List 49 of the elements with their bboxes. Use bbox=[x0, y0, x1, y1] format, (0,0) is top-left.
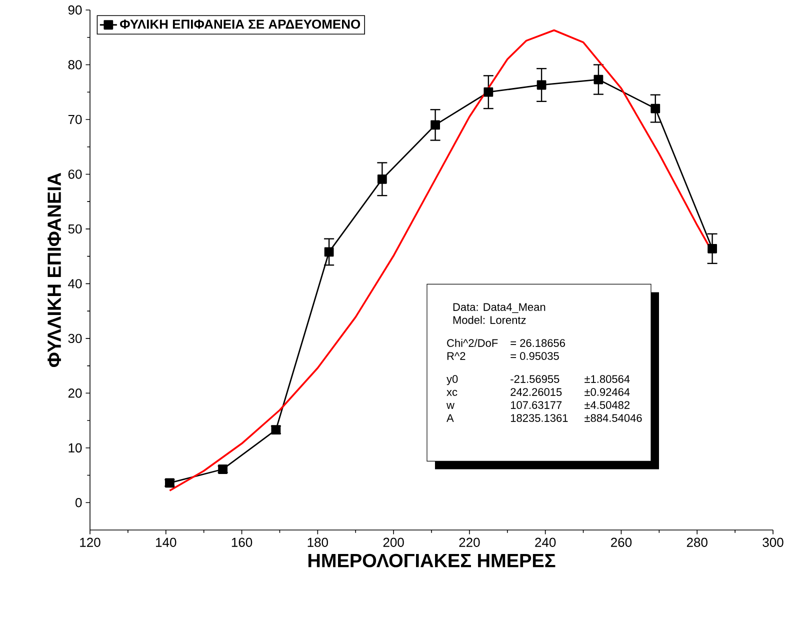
x-tick-label: 240 bbox=[535, 538, 556, 547]
x-tick-label: 120 bbox=[80, 538, 100, 547]
y-tick-label: 50 bbox=[68, 224, 82, 234]
point bbox=[594, 74, 604, 84]
y-tick-label: 70 bbox=[68, 114, 82, 124]
x-tick-label: 200 bbox=[383, 538, 404, 547]
y-tick-label: 0 bbox=[76, 498, 82, 508]
point bbox=[377, 174, 387, 184]
annotation: R^2 bbox=[447, 352, 466, 360]
y-axis-title: ΦΥΛΛΙΚΗ ΕΠΙΦΑΝΕΙΑ bbox=[48, 172, 61, 368]
x-tick-label: 180 bbox=[308, 538, 328, 547]
annotation: w bbox=[446, 403, 454, 409]
x-tick-label: 280 bbox=[686, 538, 708, 547]
point bbox=[708, 244, 717, 254]
y-tick-label: 10 bbox=[68, 443, 82, 452]
annotation: ±0.92464 bbox=[584, 388, 630, 396]
annotation: y0 bbox=[446, 375, 458, 386]
annotation: Model: Lorentz bbox=[453, 316, 526, 324]
annotation: ±884.54046 bbox=[584, 414, 642, 422]
y-tick-label: 90 bbox=[68, 5, 82, 15]
annotation: A bbox=[446, 414, 454, 422]
point bbox=[430, 120, 440, 130]
point bbox=[650, 104, 660, 114]
annotation: Chi^2/DoF bbox=[447, 338, 498, 347]
y-tick-label: 80 bbox=[68, 60, 82, 70]
x-tick-label: 140 bbox=[156, 538, 176, 547]
annotation: = 26.18656 bbox=[510, 339, 565, 347]
annotation: 107.63177 bbox=[510, 401, 562, 409]
annotation: = 0.95035 bbox=[510, 352, 559, 360]
x-tick-label: 160 bbox=[232, 538, 252, 547]
annotation: xc bbox=[446, 390, 458, 396]
annotation: 18235.1361 bbox=[510, 414, 568, 422]
point bbox=[536, 80, 546, 90]
y-tick-label: 30 bbox=[68, 334, 82, 344]
annotation: ±1.80564 bbox=[584, 375, 630, 383]
annotation: 242.26015 bbox=[510, 388, 562, 396]
annotation: -21.56955 bbox=[510, 375, 560, 383]
y-tick-label: 20 bbox=[68, 388, 82, 398]
point bbox=[484, 87, 494, 97]
x-tick-label: 300 bbox=[762, 538, 784, 547]
x-tick-label: 260 bbox=[611, 538, 632, 547]
x-tick-label: 220 bbox=[459, 538, 480, 547]
point bbox=[324, 247, 334, 257]
legend-label: ΦΥΛΙΚΗ ΕΠΙΦΑΝΕΙΑ ΣΕ ΑΡΔΕΥΟΜΕΝΟ bbox=[120, 20, 360, 29]
x-axis-title: ΗΜΕΡΟΛΟΓΙΑΚΕΣ ΗΜΕΡΕΣ bbox=[308, 554, 556, 568]
annotation: Data: Data4_Mean bbox=[453, 303, 546, 314]
y-tick-label: 60 bbox=[68, 170, 82, 179]
annotation: ±4.50482 bbox=[584, 401, 630, 409]
y-tick-label: 40 bbox=[68, 279, 82, 288]
